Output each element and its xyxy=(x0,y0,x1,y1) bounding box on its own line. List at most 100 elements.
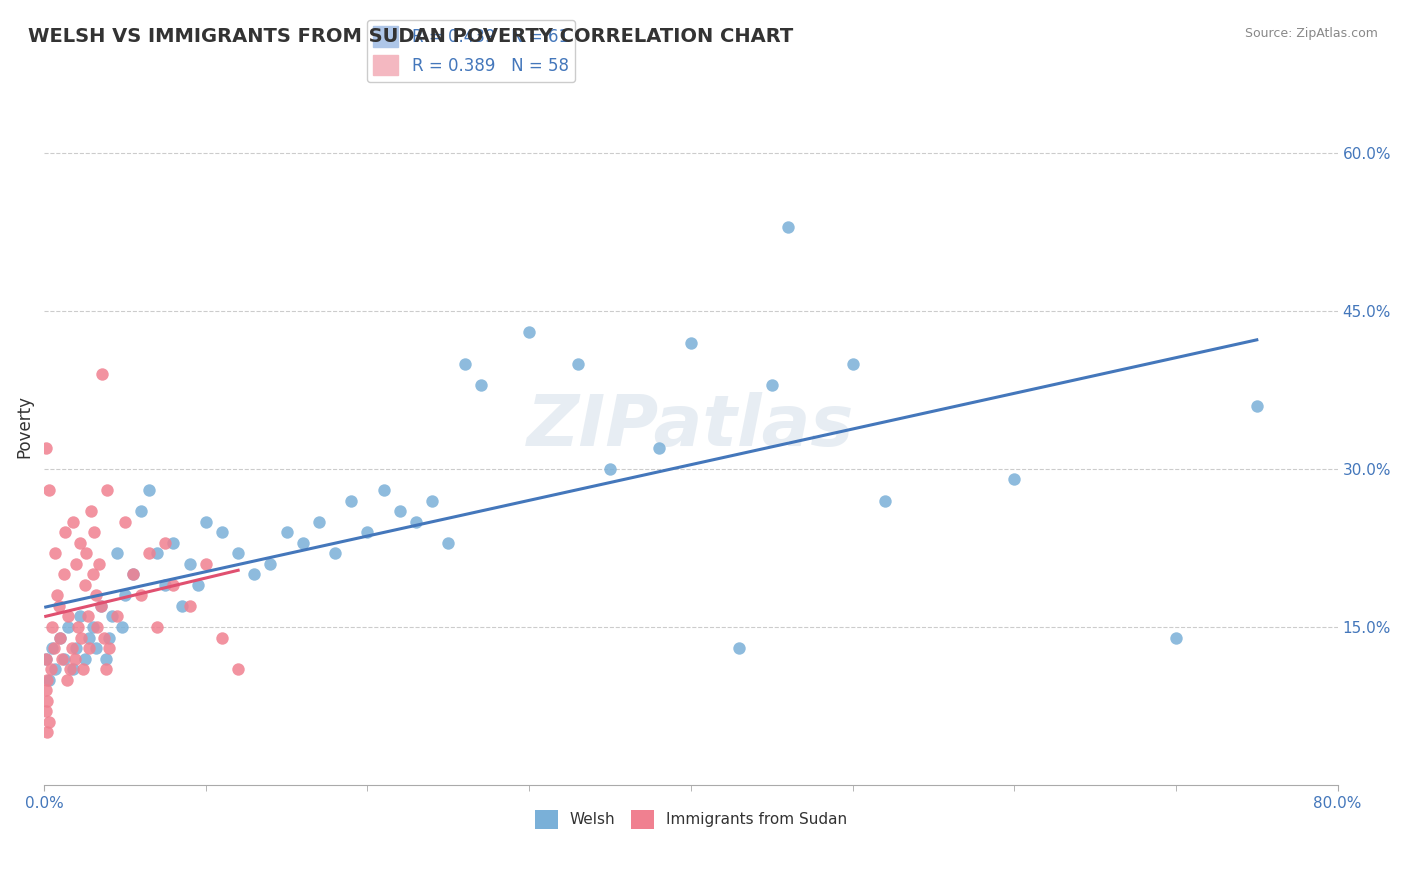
Point xyxy=(37,725,59,739)
Point xyxy=(60,641,83,656)
Point xyxy=(35,683,58,698)
Point xyxy=(79,631,101,645)
Point xyxy=(72,662,94,676)
Point xyxy=(105,546,128,560)
Y-axis label: Poverty: Poverty xyxy=(15,395,32,458)
Point xyxy=(67,620,90,634)
Point xyxy=(211,631,233,645)
Point xyxy=(84,589,107,603)
Point xyxy=(323,546,346,560)
Point xyxy=(35,704,58,718)
Point xyxy=(356,525,378,540)
Text: ZIPatlas: ZIPatlas xyxy=(527,392,855,461)
Point xyxy=(38,714,60,729)
Point xyxy=(87,557,110,571)
Point xyxy=(259,557,281,571)
Point xyxy=(70,631,93,645)
Point xyxy=(90,599,112,613)
Point xyxy=(761,377,783,392)
Point xyxy=(599,462,621,476)
Point xyxy=(86,620,108,634)
Point xyxy=(73,651,96,665)
Point xyxy=(49,631,72,645)
Point xyxy=(1164,631,1187,645)
Point xyxy=(58,609,80,624)
Point xyxy=(114,589,136,603)
Point xyxy=(129,504,152,518)
Point xyxy=(162,578,184,592)
Point xyxy=(291,535,314,549)
Point xyxy=(1246,399,1268,413)
Point xyxy=(841,357,863,371)
Point xyxy=(111,620,134,634)
Point xyxy=(62,515,84,529)
Point xyxy=(388,504,411,518)
Point xyxy=(37,673,59,687)
Point xyxy=(226,662,249,676)
Point xyxy=(308,515,330,529)
Legend: Welsh, Immigrants from Sudan: Welsh, Immigrants from Sudan xyxy=(529,804,853,835)
Point xyxy=(62,662,84,676)
Point xyxy=(146,620,169,634)
Point xyxy=(53,525,76,540)
Point xyxy=(122,567,145,582)
Point xyxy=(453,357,475,371)
Point xyxy=(211,525,233,540)
Point xyxy=(82,620,104,634)
Point xyxy=(340,493,363,508)
Point xyxy=(114,515,136,529)
Point xyxy=(84,641,107,656)
Point xyxy=(276,525,298,540)
Point xyxy=(728,641,751,656)
Point xyxy=(94,662,117,676)
Point xyxy=(122,567,145,582)
Point xyxy=(226,546,249,560)
Point xyxy=(138,546,160,560)
Point xyxy=(146,546,169,560)
Point xyxy=(49,631,72,645)
Point xyxy=(187,578,209,592)
Point xyxy=(517,325,540,339)
Point xyxy=(1002,473,1025,487)
Point xyxy=(194,557,217,571)
Point xyxy=(35,651,58,665)
Text: Source: ZipAtlas.com: Source: ZipAtlas.com xyxy=(1244,27,1378,40)
Point xyxy=(51,651,73,665)
Point xyxy=(75,546,97,560)
Point xyxy=(647,441,669,455)
Point xyxy=(39,662,62,676)
Point xyxy=(52,651,75,665)
Point xyxy=(155,578,177,592)
Point xyxy=(63,651,86,665)
Point xyxy=(373,483,395,497)
Point xyxy=(105,609,128,624)
Point xyxy=(38,483,60,497)
Point xyxy=(82,567,104,582)
Point xyxy=(35,651,58,665)
Point xyxy=(405,515,427,529)
Point xyxy=(55,673,77,687)
Point xyxy=(679,335,702,350)
Point xyxy=(76,609,98,624)
Point xyxy=(155,535,177,549)
Point xyxy=(97,631,120,645)
Point xyxy=(567,357,589,371)
Point xyxy=(94,651,117,665)
Point xyxy=(69,535,91,549)
Point xyxy=(243,567,266,582)
Point xyxy=(101,609,124,624)
Point xyxy=(41,620,63,634)
Point xyxy=(65,641,87,656)
Point xyxy=(38,673,60,687)
Point xyxy=(65,557,87,571)
Point xyxy=(80,504,103,518)
Point xyxy=(179,599,201,613)
Point xyxy=(470,377,492,392)
Point xyxy=(41,641,63,656)
Point xyxy=(42,641,65,656)
Point xyxy=(83,525,105,540)
Point xyxy=(96,483,118,497)
Point xyxy=(129,589,152,603)
Point xyxy=(44,662,66,676)
Point xyxy=(44,546,66,560)
